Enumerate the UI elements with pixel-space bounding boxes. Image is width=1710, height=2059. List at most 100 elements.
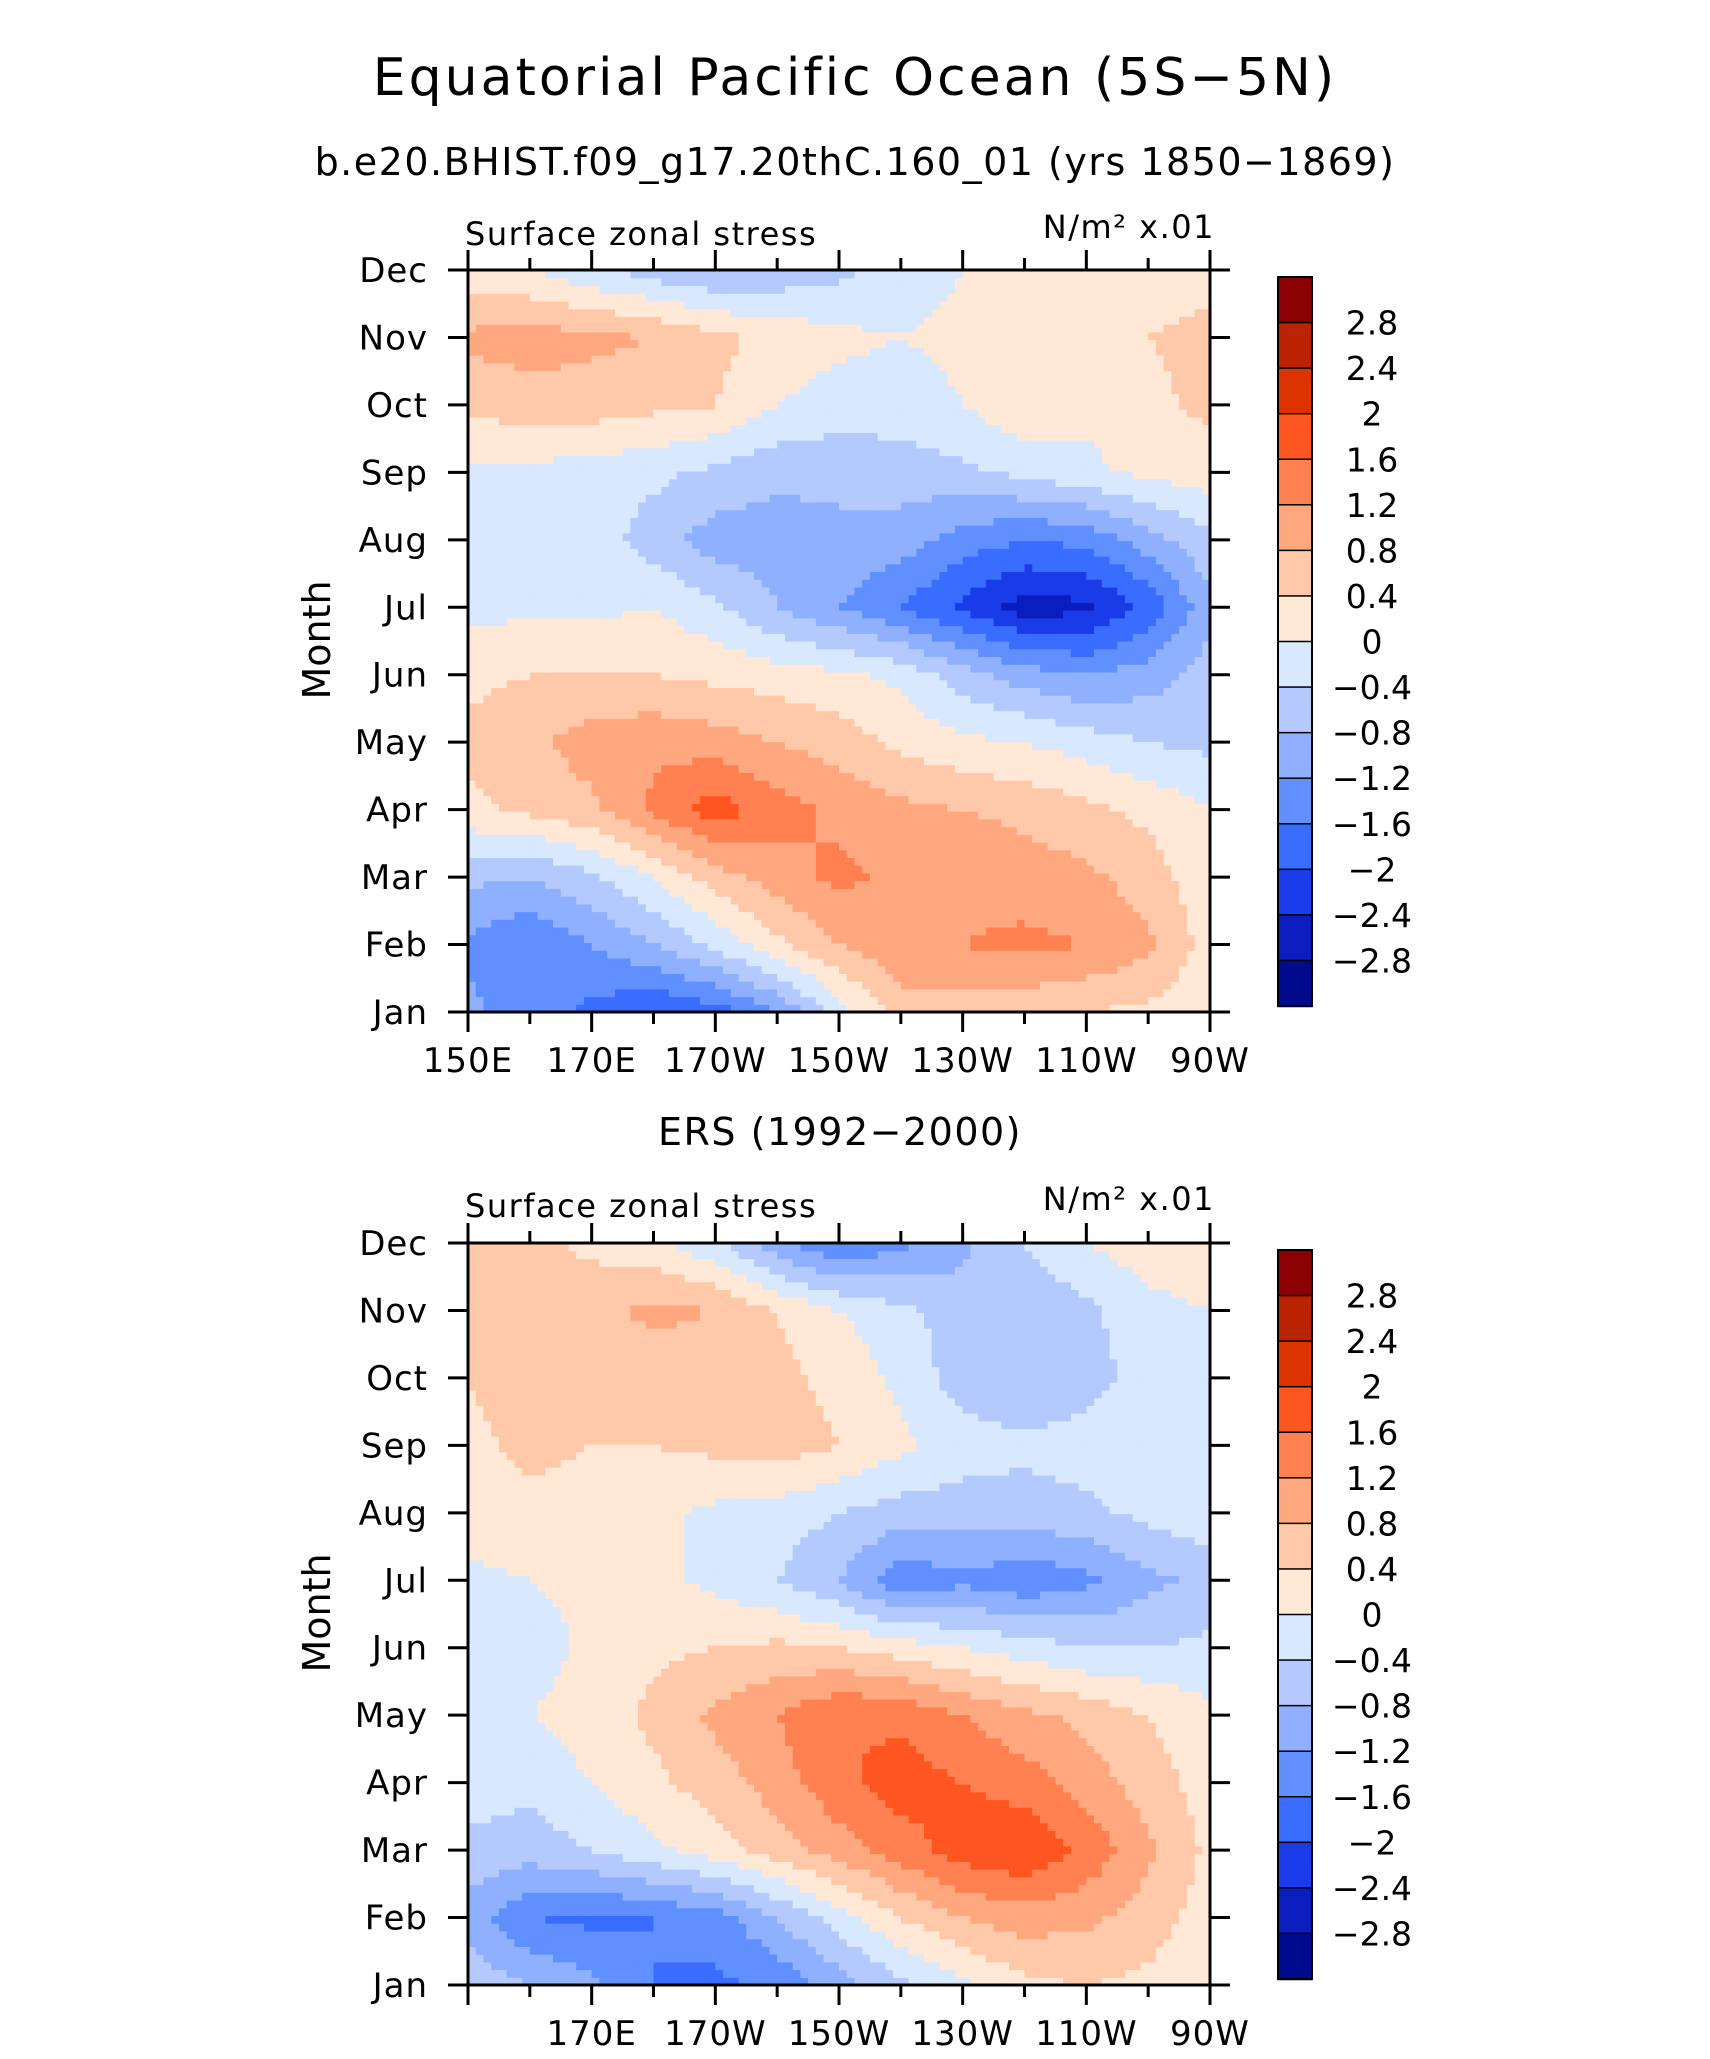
heatmap-cell: [777, 888, 786, 897]
heatmap-cell: [607, 803, 616, 812]
heatmap-cell: [1001, 841, 1010, 851]
heatmap-cell: [645, 749, 655, 758]
heatmap-cell: [1202, 973, 1211, 982]
heatmap-cell: [723, 764, 732, 773]
heatmap-cell: [854, 826, 863, 835]
heatmap-cell: [954, 610, 964, 619]
heatmap-cell: [1194, 996, 1203, 1005]
heatmap-cell: [1101, 656, 1111, 665]
heatmap-cell: [800, 656, 809, 665]
heatmap-cell: [962, 617, 971, 627]
heatmap-cell: [869, 818, 879, 828]
heatmap-cell: [1101, 664, 1111, 673]
heatmap-cell: [707, 811, 716, 820]
heatmap-cell: [738, 841, 747, 851]
heatmap-cell: [800, 942, 809, 951]
heatmap-cell: [723, 996, 732, 1005]
heatmap-cell: [1001, 996, 1010, 1005]
heatmap-cell: [645, 865, 655, 874]
heatmap-cell: [893, 787, 902, 797]
heatmap-cell: [1124, 911, 1134, 920]
heatmap-cell: [483, 610, 492, 619]
heatmap-cell: [715, 996, 724, 1005]
heatmap-cell: [468, 687, 477, 696]
heatmap-cell: [1009, 988, 1018, 998]
heatmap-cell: [1163, 664, 1172, 673]
heatmap-cell: [1163, 926, 1172, 936]
heatmap-cell: [1063, 617, 1072, 627]
heatmap-cell: [1086, 865, 1095, 874]
heatmap-cell: [491, 919, 500, 928]
heatmap-cell: [1001, 687, 1010, 696]
heatmap-cell: [916, 610, 925, 619]
heatmap-cell: [676, 687, 686, 696]
heatmap-cell: [846, 919, 856, 928]
heatmap-cell: [792, 988, 801, 998]
heatmap-cell: [568, 787, 577, 797]
heatmap-cell: [893, 756, 902, 766]
heatmap-cell: [529, 988, 539, 998]
heatmap-cell: [777, 702, 786, 712]
heatmap-cell: [537, 610, 546, 619]
heatmap-cell: [645, 679, 655, 688]
heatmap-cell: [831, 648, 840, 658]
heatmap-cell: [1024, 965, 1033, 974]
heatmap-cell: [1086, 641, 1095, 650]
heatmap-cell: [839, 919, 848, 928]
heatmap-cell: [993, 996, 1002, 1005]
heatmap-cell: [931, 718, 941, 727]
heatmap-cell: [1078, 710, 1087, 719]
heatmap-cell: [753, 718, 763, 727]
heatmap-cell: [653, 857, 662, 866]
heatmap-cell: [1109, 756, 1118, 766]
heatmap-cell: [661, 841, 670, 851]
heatmap-cell: [993, 857, 1002, 866]
heatmap-cell: [1032, 880, 1041, 889]
heatmap-cell: [761, 950, 771, 959]
heatmap-cell: [583, 988, 593, 998]
heatmap-cell: [1109, 617, 1118, 627]
heatmap-cell: [753, 926, 763, 936]
heatmap-cell: [854, 865, 863, 874]
heatmap-cell: [1140, 764, 1149, 773]
heatmap-cell: [630, 957, 639, 967]
heatmap-cell: [684, 981, 693, 990]
heatmap-cell: [970, 926, 979, 936]
heatmap-cell: [947, 965, 956, 974]
heatmap-cell: [939, 996, 948, 1005]
heatmap-cell: [1148, 741, 1157, 750]
heatmap-cell: [699, 749, 709, 758]
heatmap-cell: [869, 841, 879, 851]
heatmap-cell: [854, 834, 863, 843]
heatmap-cell: [1032, 911, 1041, 920]
heatmap-cell: [1186, 795, 1196, 804]
heatmap-cell: [993, 919, 1002, 928]
heatmap-cell: [900, 695, 910, 704]
heatmap-cell: [978, 880, 987, 889]
heatmap-cell: [475, 787, 485, 797]
heatmap-cell: [777, 610, 786, 619]
heatmap-cell: [553, 903, 562, 913]
heatmap-cell: [777, 1004, 786, 1013]
heatmap-cell: [1016, 671, 1026, 681]
heatmap-cell: [962, 834, 971, 843]
heatmap-cell: [993, 888, 1002, 897]
heatmap-cell: [1078, 795, 1087, 804]
heatmap-cell: [630, 741, 639, 750]
heatmap-cell: [893, 772, 902, 781]
heatmap-cell: [553, 896, 562, 905]
heatmap-cell: [908, 671, 917, 681]
heatmap-cell: [815, 764, 825, 773]
heatmap-cell: [545, 818, 554, 828]
heatmap-cell: [924, 911, 933, 920]
heatmap-cell: [1063, 795, 1072, 804]
heatmap-cell: [916, 919, 925, 928]
heatmap-cell: [970, 818, 979, 828]
heatmap-cell: [599, 903, 608, 913]
heatmap-cell: [947, 865, 956, 874]
heatmap-cell: [638, 756, 647, 766]
heatmap-cell: [1094, 772, 1103, 781]
heatmap-cell: [1024, 633, 1033, 642]
heatmap-cell: [839, 795, 848, 804]
heatmap-cell: [1140, 849, 1149, 859]
